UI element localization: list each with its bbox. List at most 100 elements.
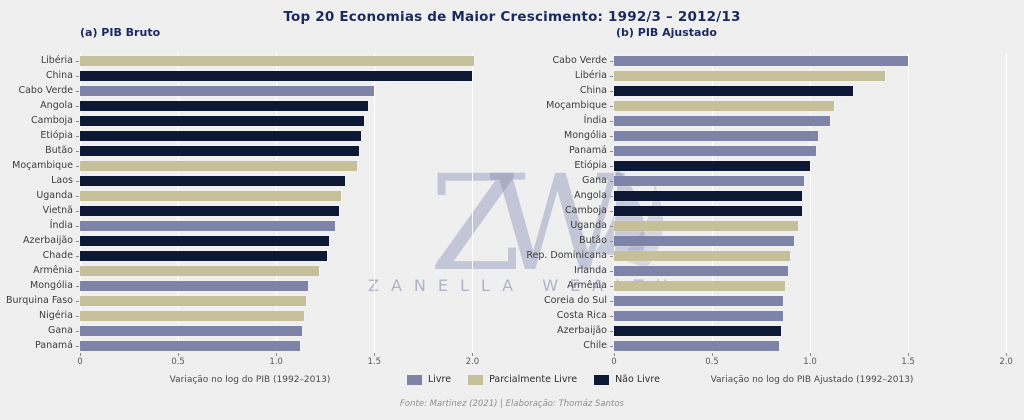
figure-title: Top 20 Economias de Maior Crescimento: 1…: [283, 9, 741, 25]
chart-row-liberia: Libéria: [0, 53, 490, 68]
chart-row-gana: Gana: [0, 323, 490, 338]
category-label-gana: Gana: [581, 175, 607, 186]
category-label-costa-rica: Costa Rica: [556, 310, 607, 321]
gridline-1.5: [374, 53, 376, 353]
category-label-china: China: [579, 85, 607, 96]
tick-label-2.0: 2.0: [999, 357, 1013, 367]
bar-track: [76, 158, 490, 173]
chart-row-mongolia: Mongólia: [524, 128, 1010, 143]
right-chart-x-axis: 0 0.5 1.0 1.5 2.0: [611, 353, 1013, 369]
chart-row-armenia: Armênia: [524, 278, 1010, 293]
bar-panama: [80, 340, 300, 351]
bar-laos: [80, 175, 345, 186]
chart-row-azerbaijao: Azerbaijão: [524, 323, 1010, 338]
bar-track: [610, 158, 1010, 173]
gridline-2.0: [472, 53, 474, 353]
tick-label-2.0: 2.0: [465, 357, 480, 367]
category-label-cabo-verde: Cabo Verde: [18, 85, 73, 96]
left-chart-x-axis-label: Variação no log do PIB (1992–2013): [169, 375, 331, 385]
chart-row-angola: Angola: [524, 188, 1010, 203]
bar-panama: [614, 145, 816, 156]
bar-liberia: [80, 55, 475, 66]
tick-label-1.0: 1.0: [269, 357, 283, 367]
legend-swatch-livre: [407, 374, 422, 385]
chart-pib-ajustado: 0 0.5 1.0 1.5 2.0 Cabo Verde Libéria China Moça…: [524, 53, 1013, 367]
category-label-mocambique: Moçambique: [546, 100, 607, 111]
bar-mongolia: [80, 280, 308, 291]
chart-row-chile: Chile: [524, 338, 1010, 353]
legend-label-livre: Livre: [428, 374, 452, 385]
category-label-chade: Chade: [42, 250, 73, 261]
chart-row-india: Índia: [0, 218, 490, 233]
bar-mocambique: [80, 160, 357, 171]
bar-irlanda: [614, 265, 789, 276]
chart-row-azerbaijao: Azerbaijão: [0, 233, 490, 248]
legend-item-nao-livre: Não Livre: [594, 374, 660, 385]
source-note: Fonte: Martinez (2021) | Elaboração: Tho…: [400, 399, 624, 409]
tick-label-0: 0: [611, 357, 617, 367]
bar-track: [76, 173, 490, 188]
category-label-irlanda: Irlanda: [573, 265, 607, 276]
bar-etiopia: [614, 160, 811, 171]
bar-track: [610, 278, 1010, 293]
bar-track: [76, 128, 490, 143]
bar-gana: [80, 325, 302, 336]
bar-track: [610, 98, 1010, 113]
gridline-1.0: [276, 53, 278, 353]
category-label-uganda: Uganda: [570, 220, 607, 231]
chart-row-burquina-faso: Burquina Faso: [0, 293, 490, 308]
category-label-mocambique: Moçambique: [12, 160, 73, 171]
bar-costa-rica: [614, 310, 783, 321]
category-label-vietna: Vietnã: [42, 205, 73, 216]
bar-china: [614, 85, 854, 96]
category-label-butao: Butão: [579, 235, 607, 246]
bar-mocambique: [614, 100, 834, 111]
chart-row-rep-dominicana: Rep. Dominicana: [524, 248, 1010, 263]
bar-track: [76, 338, 490, 353]
chart-row-gana: Gana: [524, 173, 1010, 188]
bar-armenia: [80, 265, 320, 276]
chart-row-camboja: Camboja: [524, 203, 1010, 218]
bar-angola: [614, 190, 803, 201]
tick-mark-1.5: [374, 353, 376, 356]
bar-camboja: [614, 205, 803, 216]
category-label-china: China: [45, 70, 73, 81]
bar-track: [610, 143, 1010, 158]
tick-label-1.5: 1.5: [901, 357, 915, 367]
legend-item-parcialmente-livre: Parcialmente Livre: [468, 374, 577, 385]
bar-track: [76, 278, 490, 293]
bar-track: [76, 98, 490, 113]
bar-track: [610, 188, 1010, 203]
bar-track: [610, 83, 1010, 98]
category-label-camboja: Camboja: [30, 115, 73, 126]
tick-label-1.0: 1.0: [803, 357, 817, 367]
bar-armenia: [614, 280, 785, 291]
chart-row-costa-rica: Costa Rica: [524, 308, 1010, 323]
bar-angola: [80, 100, 369, 111]
category-label-armenia: Armênia: [33, 265, 73, 276]
chart-row-vietna: Vietnã: [0, 203, 490, 218]
bar-track: [76, 113, 490, 128]
legend-swatch-nao-livre: [594, 374, 610, 385]
tick-mark-1.0: [276, 353, 278, 356]
legend-label-parcialmente-livre: Parcialmente Livre: [489, 374, 578, 385]
bar-track: [76, 68, 490, 83]
gridline-0: [614, 53, 615, 353]
bar-track: [610, 113, 1010, 128]
bar-track: [610, 53, 1010, 68]
bar-rep-dominicana: [614, 250, 791, 261]
tick-mark-0.5: [712, 353, 714, 356]
chart-row-butao: Butão: [0, 143, 490, 158]
legend: Livre Parcialmente Livre Não Livre: [407, 374, 660, 385]
chart-row-liberia: Libéria: [524, 68, 1010, 83]
category-label-liberia: Libéria: [574, 70, 607, 81]
category-label-coreia-do-sul: Coreia do Sul: [543, 295, 607, 306]
bar-cabo-verde: [614, 55, 909, 66]
category-label-etiopia: Etiópia: [40, 130, 73, 141]
bar-track: [76, 293, 490, 308]
chart-row-chade: Chade: [0, 248, 490, 263]
bar-track: [76, 143, 490, 158]
chart-row-panama: Panamá: [524, 143, 1010, 158]
chart-row-etiopia: Etiópia: [0, 128, 490, 143]
